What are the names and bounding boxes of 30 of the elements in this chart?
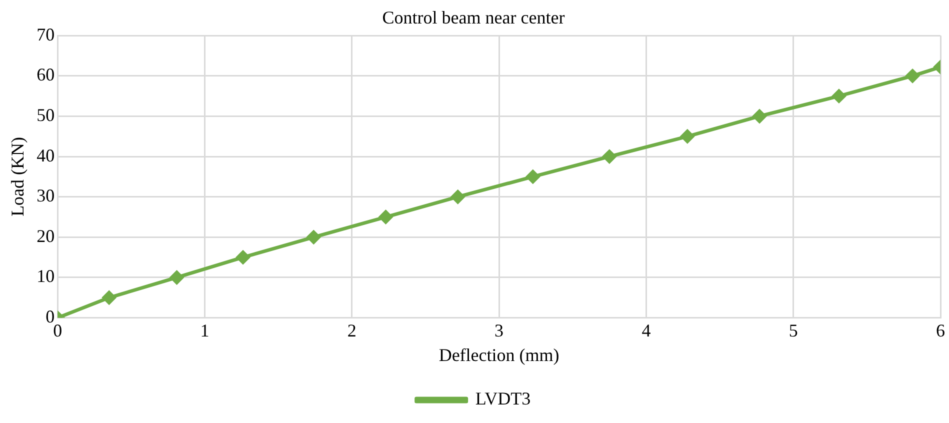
y-tick-label: 50 (36, 104, 55, 125)
x-tick-label: 3 (494, 320, 504, 340)
legend-label: LVDT3 (475, 388, 531, 409)
point (102, 290, 116, 304)
y-tick-label: 0 (46, 306, 55, 327)
point (170, 270, 184, 284)
y-tick-label: 20 (36, 226, 55, 246)
x-tick-label: 2 (347, 320, 356, 340)
point (236, 250, 250, 264)
x-tick-label: 5 (788, 320, 798, 340)
y-tick-label: 60 (36, 64, 55, 85)
point (451, 190, 465, 204)
y-tick-label: 40 (36, 145, 55, 166)
point (752, 109, 766, 123)
y-tick-label: 10 (36, 266, 55, 286)
x-tick-label: 1 (200, 320, 210, 340)
x-axis-title: Deflection (mm) (438, 344, 560, 365)
x-tick-label: 4 (642, 320, 651, 340)
point (832, 89, 846, 103)
y-tick-label: 70 (36, 24, 55, 44)
chart-title: Control beam near center (382, 8, 565, 28)
point (680, 130, 694, 144)
point (306, 230, 320, 244)
y-tick-label: 30 (36, 186, 55, 206)
x-tick-label: 6 (936, 320, 945, 340)
point (602, 150, 616, 164)
y-axis-title: Load (KN) (8, 136, 28, 216)
point (906, 69, 920, 83)
point (526, 170, 540, 184)
point (378, 210, 392, 224)
